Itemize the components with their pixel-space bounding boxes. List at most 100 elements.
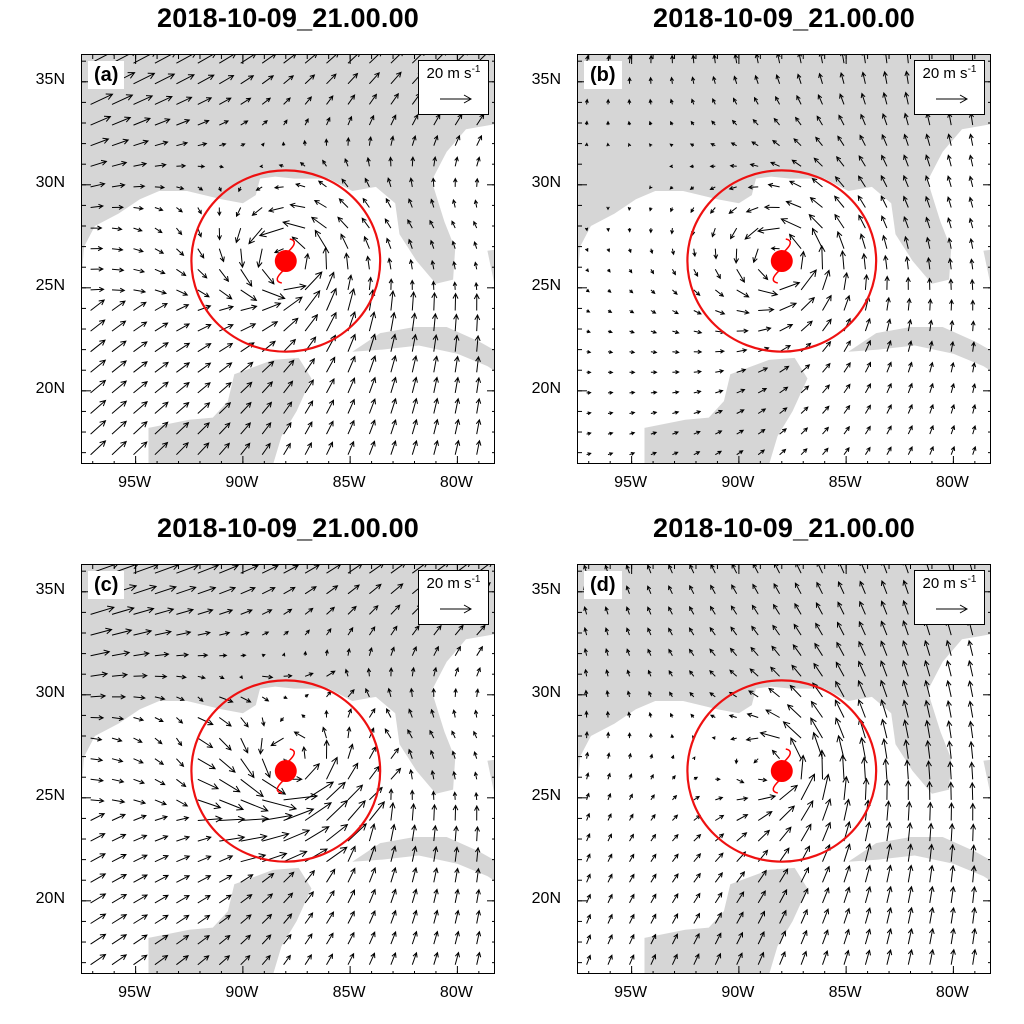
map-frame: (a) 20 m s-1 bbox=[81, 54, 495, 464]
wind-vector bbox=[390, 565, 405, 574]
wind-vector bbox=[927, 298, 933, 311]
wind-vector bbox=[197, 74, 215, 85]
wind-vector bbox=[786, 704, 802, 718]
wind-vector bbox=[410, 156, 416, 167]
wind-vector bbox=[880, 699, 888, 718]
wind-vector bbox=[154, 695, 166, 701]
wind-vector bbox=[971, 403, 977, 414]
wind-vector bbox=[90, 913, 107, 924]
wind-vector bbox=[649, 248, 654, 255]
wind-vector bbox=[154, 934, 169, 945]
wind-vector bbox=[693, 932, 700, 945]
wind-vector bbox=[409, 789, 415, 800]
wind-vector bbox=[176, 778, 187, 788]
wind-vector bbox=[111, 914, 128, 924]
wind-vector bbox=[902, 619, 909, 636]
wind-vector bbox=[907, 382, 913, 394]
wind-vector bbox=[970, 320, 976, 332]
wind-vector bbox=[368, 626, 376, 636]
wind-vector bbox=[283, 359, 295, 373]
wind-vector bbox=[283, 380, 294, 394]
wind-vector bbox=[928, 340, 934, 352]
wind-vector bbox=[218, 758, 236, 773]
wind-vector bbox=[154, 737, 163, 745]
wind-vector bbox=[906, 822, 913, 842]
wind-vector bbox=[947, 217, 952, 229]
wind-vector bbox=[278, 164, 284, 168]
wind-vector bbox=[671, 269, 676, 276]
reference-vector-box: 20 m s-1 bbox=[418, 60, 489, 115]
wind-vector bbox=[861, 71, 867, 84]
wind-vector bbox=[240, 143, 246, 147]
wind-vector bbox=[843, 864, 851, 883]
wind-vector bbox=[430, 769, 436, 780]
wind-vector bbox=[793, 623, 802, 636]
wind-vector bbox=[476, 951, 482, 965]
wind-vector bbox=[176, 442, 189, 456]
wind-vector bbox=[745, 207, 759, 213]
wind-vector bbox=[757, 910, 765, 924]
wind-vector bbox=[968, 761, 975, 780]
wind-vector bbox=[283, 296, 303, 311]
wind-vector bbox=[818, 749, 826, 780]
wind-vector bbox=[90, 159, 108, 167]
wind-vector bbox=[282, 220, 306, 229]
wind-vector bbox=[782, 721, 802, 739]
wind-vector bbox=[629, 431, 636, 436]
wind-vector bbox=[90, 627, 113, 636]
wind-vector bbox=[744, 227, 759, 240]
wind-vector bbox=[709, 648, 716, 657]
wind-vector bbox=[712, 97, 716, 105]
wind-vector bbox=[260, 142, 265, 147]
wind-vector bbox=[629, 350, 636, 354]
land-mass bbox=[578, 55, 990, 463]
wind-vector bbox=[968, 175, 974, 188]
wind-vector bbox=[261, 778, 287, 795]
wind-vector bbox=[749, 668, 759, 677]
wind-vector bbox=[176, 227, 183, 236]
wind-vector bbox=[905, 276, 911, 290]
lat-tick-label: 35N bbox=[35, 580, 65, 598]
wind-vector bbox=[808, 213, 823, 229]
wind-vector bbox=[714, 952, 722, 965]
wind-vector bbox=[197, 164, 206, 169]
wind-vector bbox=[133, 400, 148, 414]
wind-vector bbox=[433, 888, 439, 904]
wind-vector bbox=[693, 410, 702, 415]
wind-vector bbox=[946, 175, 952, 188]
wind-vector bbox=[368, 93, 378, 105]
wind-vector bbox=[926, 256, 932, 270]
wind-vector bbox=[947, 133, 952, 146]
wind-vector bbox=[326, 356, 336, 373]
frame-ticks bbox=[82, 565, 494, 973]
wind-vector bbox=[283, 608, 293, 615]
wind-vector bbox=[902, 174, 909, 188]
wind-vector bbox=[368, 845, 377, 862]
wind-vector bbox=[693, 833, 702, 842]
map-frame: (b) 20 m s-1 bbox=[577, 54, 991, 464]
wind-vector bbox=[882, 70, 888, 84]
wind-vector bbox=[90, 359, 107, 373]
wind-vector bbox=[753, 758, 759, 764]
wind-vector bbox=[779, 930, 787, 945]
hurricane-icon bbox=[274, 748, 297, 794]
wind-vector bbox=[283, 630, 289, 636]
wind-vector bbox=[902, 659, 909, 677]
wind-vector bbox=[736, 796, 749, 802]
wind-vector bbox=[240, 361, 254, 373]
wind-vector bbox=[197, 717, 214, 726]
wind-vector bbox=[810, 717, 823, 739]
wind-vector bbox=[693, 329, 703, 335]
wind-vector bbox=[584, 120, 589, 126]
wind-vector bbox=[736, 388, 746, 394]
wind-vector bbox=[607, 329, 613, 334]
wind-vector bbox=[736, 409, 745, 414]
wind-vector bbox=[251, 207, 263, 216]
wind-vector bbox=[262, 812, 293, 821]
wind-vector bbox=[711, 227, 716, 238]
wind-vector bbox=[729, 669, 738, 677]
wind-vector bbox=[693, 369, 702, 375]
wind-vector bbox=[364, 177, 370, 188]
wind-vector bbox=[218, 934, 231, 945]
wind-vector bbox=[606, 227, 610, 232]
